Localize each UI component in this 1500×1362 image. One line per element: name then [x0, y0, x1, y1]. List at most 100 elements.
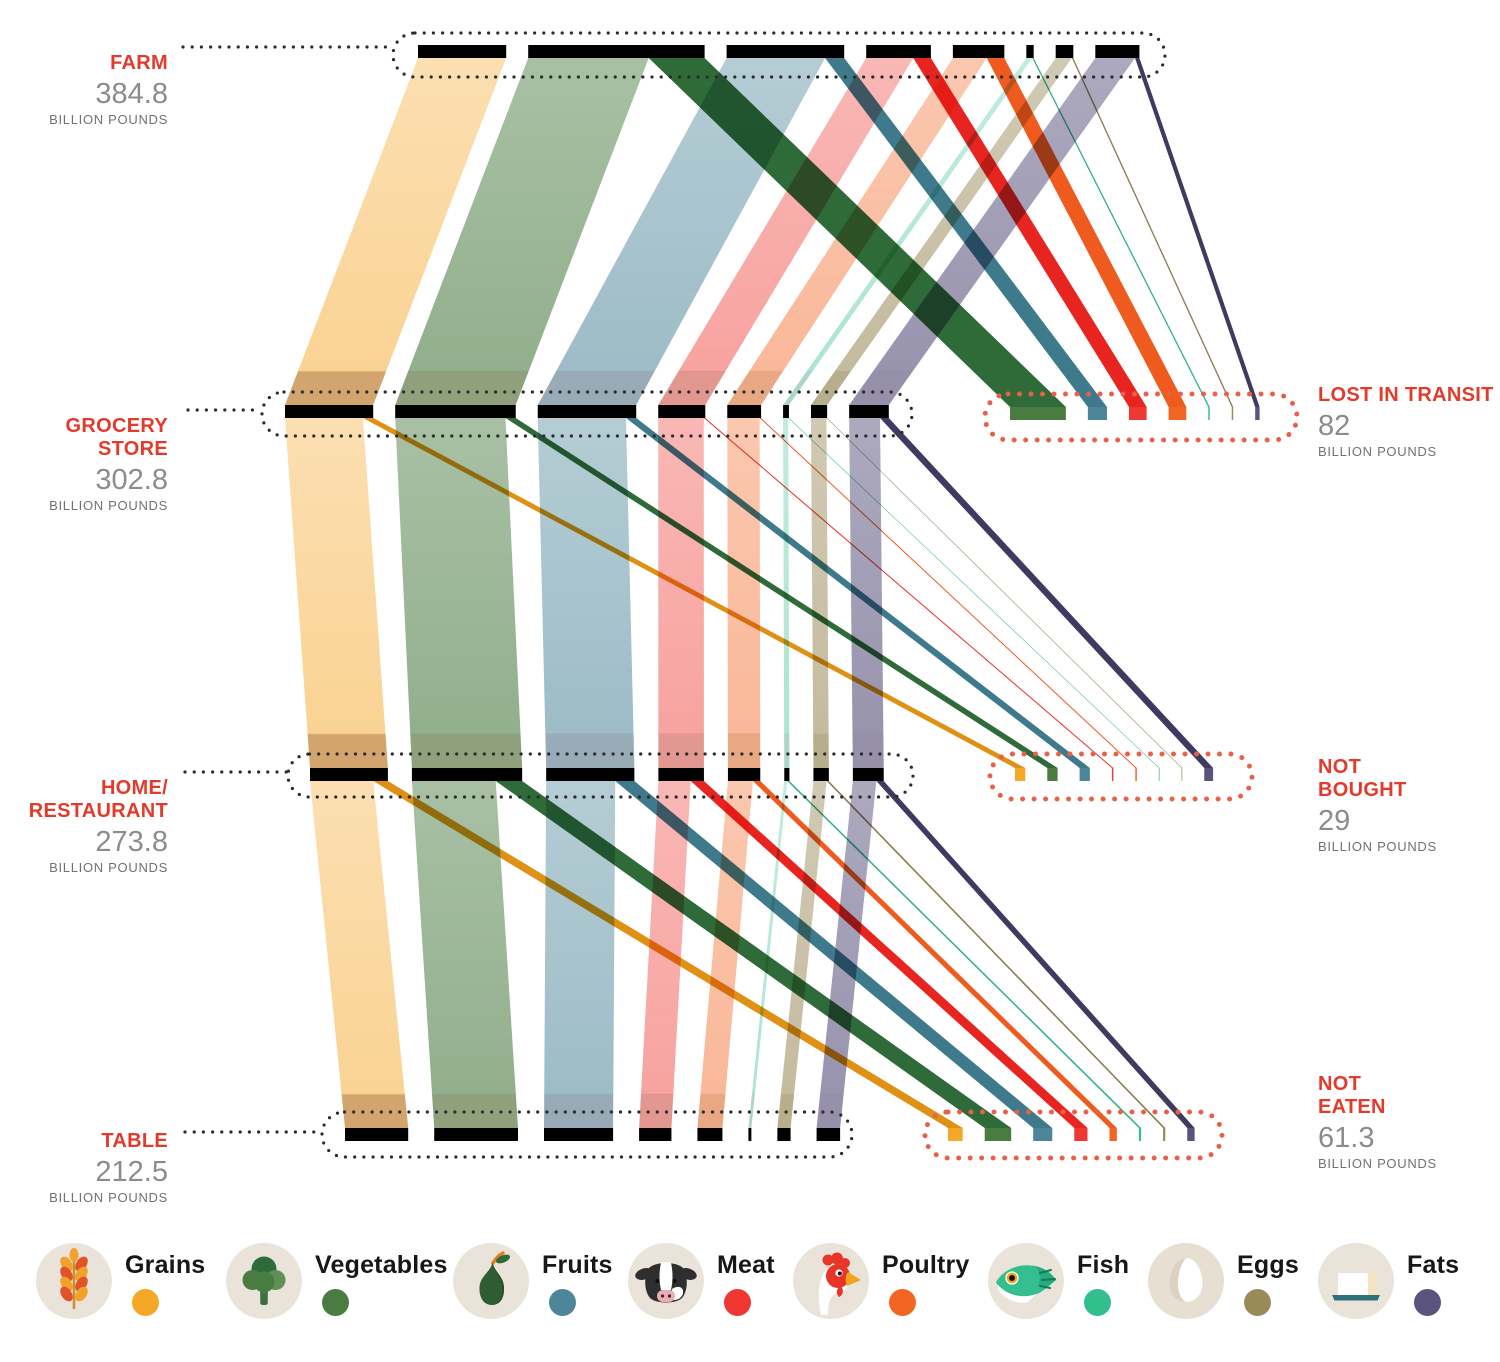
loss-flow-eggs-to-not-bought	[826, 418, 1183, 768]
node-bar-table-vegetables	[434, 1128, 518, 1141]
table-title: TABLE	[101, 1130, 168, 1152]
legend-item-vegetables: Vegetables	[226, 1243, 448, 1319]
legend-label-vegetables: Vegetables	[315, 1251, 448, 1279]
loss-node-bar-lost-in-transit-fats	[1255, 407, 1260, 420]
flow-meat-grocery-to-home	[658, 418, 704, 768]
legend-item-fish: Fish	[988, 1243, 1129, 1319]
node-bar-grocery-fats	[849, 405, 889, 418]
home-restaurant-title: HOME/ RESTAURANT	[28, 777, 168, 822]
loss-node-bar-lost-in-transit-vegetables	[1010, 407, 1066, 420]
legend-color-dot-grains	[132, 1289, 159, 1316]
loss-flow-vegetables-to-lost-in-transit	[648, 58, 1066, 407]
node-bar-grocery-grains	[285, 405, 374, 418]
rooster-icon	[793, 1243, 869, 1319]
legend-label-fruits: Fruits	[542, 1251, 613, 1279]
node-bar-table-poultry	[697, 1128, 723, 1141]
legend-color-dot-eggs	[1244, 1289, 1271, 1316]
loss-node-bar-lost-in-transit-poultry	[1168, 407, 1187, 420]
not-bought-title: NOT BOUGHT	[1318, 756, 1407, 801]
legend-item-grains: Grains	[36, 1243, 205, 1319]
lost-in-transit-value: 82	[1318, 410, 1351, 442]
flow-eggs-farm-to-grocery	[810, 58, 1072, 405]
loss-flow-eggs-to-lost-in-transit	[1071, 58, 1234, 407]
loss-flow-fish-to-lost-in-transit	[1032, 58, 1210, 407]
loss-node-bar-not-bought-vegetables	[1047, 768, 1058, 781]
node-bar-farm-grains	[418, 45, 507, 58]
legend-label-fats: Fats	[1407, 1251, 1460, 1279]
node-bar-home-fruits	[546, 768, 635, 781]
legend-item-fats: Fats	[1318, 1243, 1459, 1319]
not-bought-label: NOT BOUGHT 29 BILLION POUNDS	[1318, 756, 1500, 855]
lost-in-transit-label: LOST IN TRANSIT 82 BILLION POUNDS	[1318, 384, 1500, 460]
not-bought-unit: BILLION POUNDS	[1318, 839, 1437, 854]
node-bar-farm-vegetables	[528, 45, 705, 58]
node-bar-grocery-fruits	[537, 405, 637, 418]
legend-color-dot-meat	[724, 1289, 751, 1316]
legend-label-poultry: Poultry	[882, 1251, 970, 1279]
not-eaten-outline	[922, 1109, 1225, 1161]
table-node-outline	[320, 1110, 854, 1159]
legend-item-poultry: Poultry	[793, 1243, 970, 1319]
wheat-icon	[36, 1243, 112, 1319]
flow-eggs-grocery-to-home	[810, 418, 829, 768]
lost-in-transit-outline	[982, 391, 1300, 443]
loss-flow-fats-to-not-bought	[880, 418, 1214, 768]
loss-flow-fruits-to-not-bought	[625, 418, 1090, 768]
pear-icon	[453, 1243, 529, 1319]
node-bar-table-fruits	[544, 1128, 614, 1141]
loss-flow-poultry-to-not-eaten	[752, 781, 1117, 1128]
loss-node-bar-not-bought-fish	[1158, 768, 1160, 781]
node-bar-farm-poultry	[952, 45, 1005, 58]
node-bar-home-poultry	[727, 768, 761, 781]
not-eaten-title: NOT EATEN	[1318, 1073, 1386, 1118]
loss-flow-fats-to-lost-in-transit	[1135, 58, 1260, 407]
loss-flow-fruits-to-not-eaten	[615, 781, 1053, 1128]
farm-node-outline	[391, 31, 1167, 79]
node-bar-grocery-fish	[783, 405, 789, 418]
node-bar-grocery-poultry	[727, 405, 762, 418]
flow-fruits-home-to-table	[544, 781, 616, 1128]
node-bar-farm-fruits	[726, 45, 845, 58]
loss-flow-vegetables-to-not-bought	[505, 418, 1058, 768]
grocery-value: 302.8	[95, 464, 168, 496]
loss-flow-eggs-to-not-eaten	[826, 781, 1166, 1128]
flow-fats-home-to-table	[816, 781, 877, 1128]
legend: Grains Vegetables Fruits Meat Poultry Fish Egg…	[0, 1243, 1500, 1353]
flow-poultry-grocery-to-home	[727, 418, 761, 768]
node-bar-table-meat	[639, 1128, 672, 1141]
legend-item-eggs: Eggs	[1148, 1243, 1299, 1319]
node-bar-home-fish	[784, 768, 790, 781]
farm-label: FARM 384.8 BILLION POUNDS	[8, 52, 168, 128]
grocery-label: GROCERY STORE 302.8 BILLION POUNDS	[8, 415, 168, 514]
loss-flow-fruits-to-lost-in-transit	[825, 58, 1107, 407]
lost-in-transit-unit: BILLION POUNDS	[1318, 444, 1437, 459]
lost-in-transit-title: LOST IN TRANSIT	[1318, 384, 1494, 406]
farm-unit: BILLION POUNDS	[49, 112, 168, 127]
node-bar-table-eggs	[777, 1128, 791, 1141]
loss-flow-meat-to-lost-in-transit	[913, 58, 1147, 407]
loss-node-bar-not-eaten-poultry	[1109, 1128, 1117, 1141]
grocery-node-outline	[260, 390, 914, 438]
flow-fruits-grocery-to-home	[537, 418, 635, 768]
loss-flow-grains-to-not-bought	[362, 418, 1026, 768]
node-bar-home-meat	[658, 768, 704, 781]
node-bar-table-grains	[345, 1128, 409, 1141]
egg-icon	[1148, 1243, 1224, 1319]
node-bar-farm-eggs	[1055, 45, 1074, 58]
loss-flow-poultry-to-lost-in-transit	[986, 58, 1187, 407]
not-eaten-label: NOT EATEN 61.3 BILLION POUNDS	[1318, 1073, 1500, 1172]
legend-label-eggs: Eggs	[1237, 1251, 1299, 1279]
legend-item-fruits: Fruits	[453, 1243, 613, 1319]
flow-meat-farm-to-grocery	[658, 58, 914, 405]
loss-node-bar-not-bought-meat	[1111, 768, 1114, 781]
node-bar-grocery-vegetables	[395, 405, 516, 418]
loss-node-bar-lost-in-transit-fruits	[1087, 407, 1107, 420]
farm-value: 384.8	[95, 78, 168, 110]
loss-node-bar-lost-in-transit-eggs	[1231, 407, 1234, 420]
loss-flow-fish-to-not-bought	[788, 418, 1160, 768]
grocery-unit: BILLION POUNDS	[49, 498, 168, 513]
flow-grains-home-to-table	[310, 781, 409, 1128]
butter-icon	[1318, 1243, 1394, 1319]
